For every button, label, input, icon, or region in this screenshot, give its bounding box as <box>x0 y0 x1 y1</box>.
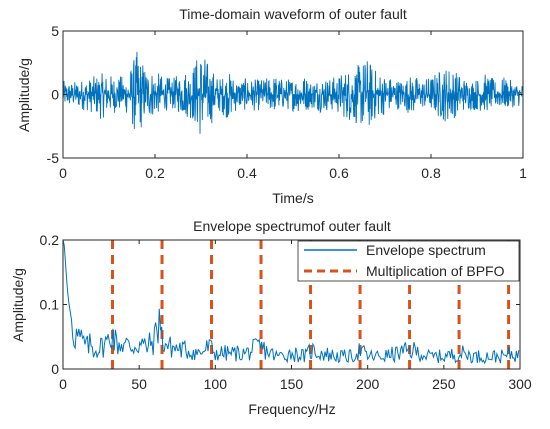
envelope-spectrum-xtick-label: 0 <box>59 376 67 392</box>
time-domain-waveform-line <box>62 51 524 134</box>
envelope-spectrum-ticks: 0 50 100 150 200 250 300 0.2 0.1 0 <box>40 232 532 392</box>
envelope-spectrum-panel: Envelope spectrumof outer fault 0 50 100 15… <box>10 218 532 417</box>
envelope-spectrum-xtick-label: 250 <box>432 376 456 392</box>
time-domain-xtick-label: 0 <box>59 165 67 181</box>
time-domain-xtick-label: 0.8 <box>421 165 441 181</box>
time-domain-ytick-label: 5 <box>51 23 59 39</box>
time-domain-ticks: 0 0.2 0.4 0.6 0.8 150-5 <box>47 23 528 181</box>
legend-label-envelope: Envelope spectrum <box>366 242 486 258</box>
legend: Envelope spectrum Multiplication of BPFO <box>297 240 520 282</box>
time-domain-ylabel: Amplitude/g <box>16 58 32 132</box>
time-domain-panel: Time-domain waveform of outer fault 0 0.2… <box>16 6 527 206</box>
envelope-spectrum-xtick-label: 150 <box>280 376 304 392</box>
envelope-spectrum-xtick-label: 300 <box>508 376 532 392</box>
envelope-spectrum-ytick-label: 0 <box>51 361 59 377</box>
envelope-spectrum-xtick-label: 50 <box>131 376 147 392</box>
legend-label-bpfo: Multiplication of BPFO <box>366 263 505 279</box>
envelope-spectrum-xlabel: Frequency/Hz <box>248 401 335 417</box>
envelope-spectrum-ylabel: Amplitude/g <box>10 268 26 342</box>
time-domain-ytick-label: 0 <box>51 87 59 103</box>
legend-box <box>297 240 520 282</box>
time-domain-xtick-label: 0.2 <box>145 165 165 181</box>
time-domain-title: Time-domain waveform of outer fault <box>179 6 407 22</box>
time-domain-plot-area <box>62 51 524 134</box>
envelope-spectrum-title: Envelope spectrumof outer fault <box>193 218 391 234</box>
envelope-spectrum-xtick-label: 100 <box>204 376 228 392</box>
time-domain-xlabel: Time/s <box>272 190 313 206</box>
envelope-spectrum-xtick-label: 200 <box>356 376 380 392</box>
envelope-spectrum-ytick-label: 0.1 <box>40 297 60 313</box>
time-domain-xtick-label: 0.4 <box>237 165 257 181</box>
time-domain-ytick-label: -5 <box>47 150 60 166</box>
envelope-spectrum-ytick-label: 0.2 <box>40 232 60 248</box>
time-domain-xtick-label: 0.6 <box>329 165 349 181</box>
envelope-spectrum-line <box>62 239 520 365</box>
time-domain-xtick-label: 1 <box>519 165 527 181</box>
